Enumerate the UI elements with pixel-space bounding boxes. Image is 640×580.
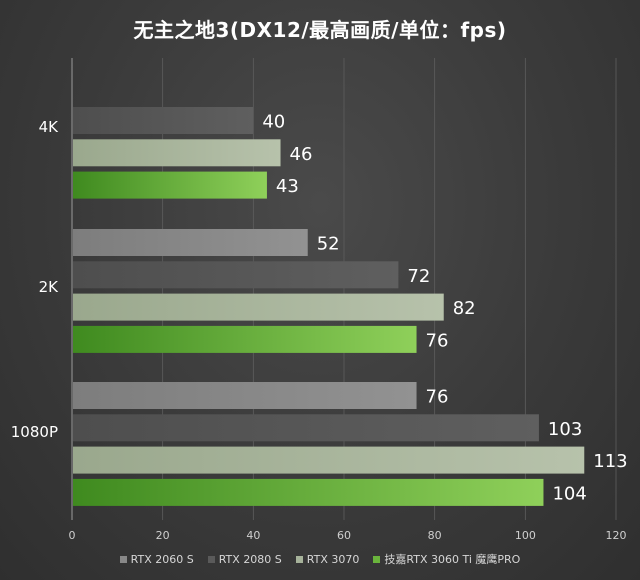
legend-item: RTX 2080 S — [207, 551, 282, 567]
bar-value-label: 104 — [552, 483, 586, 504]
x-tick-label: 100 — [515, 529, 536, 542]
legend-swatch — [119, 555, 127, 563]
chart-title: 无主之地3(DX12/最高画质/单位：fps) — [133, 18, 507, 42]
legend-item: RTX 3070 — [295, 551, 360, 567]
category-label: 1080P — [11, 423, 58, 441]
legend-swatch — [373, 555, 381, 563]
bar-value-label: 76 — [426, 387, 449, 408]
bar — [73, 229, 308, 256]
bar-value-label: 43 — [276, 176, 299, 197]
bar — [73, 107, 254, 134]
legend-swatch — [207, 555, 215, 563]
bar — [73, 139, 281, 167]
bar — [73, 325, 417, 353]
bar — [73, 446, 585, 474]
bar — [73, 261, 399, 289]
bar-value-label: 72 — [407, 266, 430, 287]
legend-item: RTX 2060 S — [119, 551, 194, 567]
bar — [73, 414, 539, 442]
x-tick-label: 80 — [428, 529, 442, 542]
category-label: 4K — [39, 118, 60, 136]
x-tick-label: 40 — [246, 529, 260, 542]
legend-label: RTX 2080 S — [218, 552, 282, 566]
bar — [73, 171, 267, 199]
x-tick-label: 120 — [606, 529, 627, 542]
legend: RTX 2060 S RTX 2080 S RTX 3070 技嘉RTX 3060 T… — [0, 551, 640, 567]
bar — [73, 293, 444, 321]
bar-value-label: 40 — [262, 112, 285, 133]
bar-value-label: 82 — [453, 298, 476, 319]
bar — [73, 382, 417, 409]
legend-label: RTX 3070 — [306, 552, 360, 566]
bar-value-label: 52 — [317, 234, 340, 255]
bar-value-label: 76 — [426, 330, 449, 351]
bar-value-label: 103 — [548, 419, 582, 440]
bar — [73, 478, 544, 506]
x-tick-label: 0 — [69, 529, 76, 542]
legend-label: 技嘉RTX 3060 Ti 魔鹰PRO — [384, 553, 521, 566]
bar-value-label: 113 — [593, 451, 627, 472]
x-tick-label: 20 — [156, 529, 170, 542]
legend-swatch — [295, 555, 303, 563]
bar-value-label: 46 — [290, 144, 313, 165]
legend-item: 技嘉RTX 3060 Ti 魔鹰PRO — [373, 551, 520, 567]
category-label: 2K — [39, 278, 60, 296]
x-tick-label: 60 — [337, 529, 351, 542]
legend-label: RTX 2060 S — [130, 552, 194, 566]
